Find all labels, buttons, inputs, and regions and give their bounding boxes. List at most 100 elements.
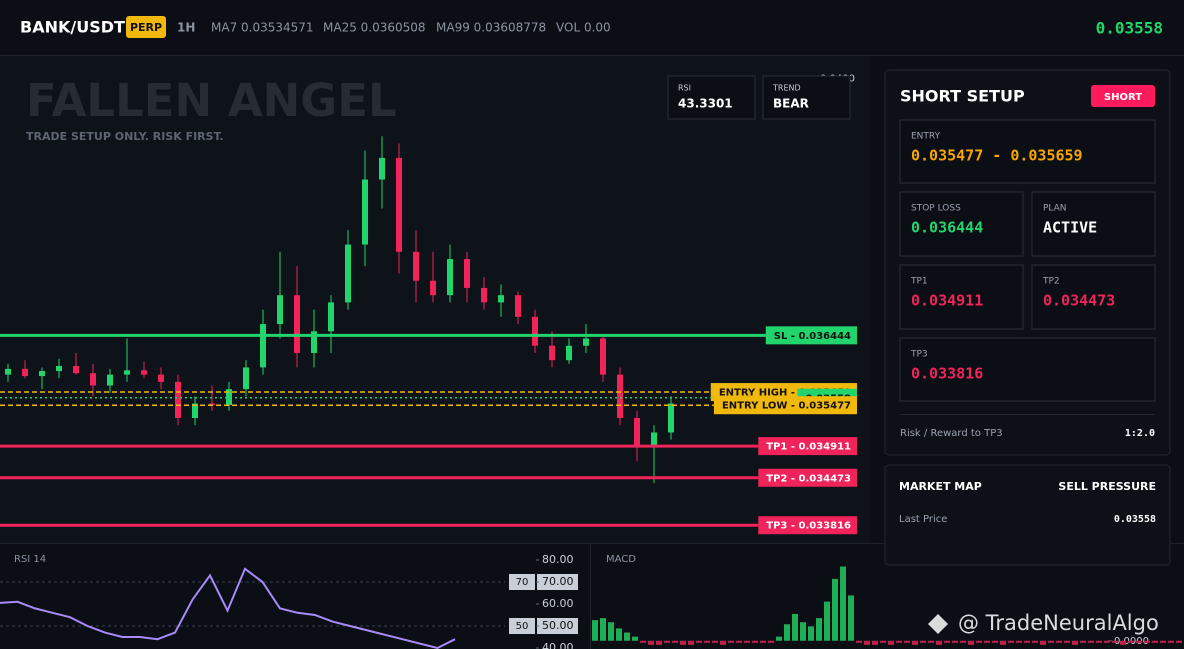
candle-body bbox=[430, 280, 436, 296]
macd-bar bbox=[664, 640, 670, 643]
setup-item bbox=[899, 119, 1156, 184]
timeframe: 1H bbox=[177, 21, 195, 35]
macd-bar bbox=[1088, 640, 1094, 643]
macd-bar bbox=[704, 640, 710, 643]
macd-bar bbox=[1160, 640, 1166, 643]
chart-subtitle: TRADE SETUP ONLY. RISK FIRST. bbox=[26, 130, 224, 143]
watermark-icon bbox=[928, 614, 948, 634]
stat: MA99 0.03608778 bbox=[436, 21, 546, 35]
rr-value: 1:2.0 bbox=[1125, 428, 1155, 439]
rsi-line bbox=[0, 567, 456, 649]
info-value: BEAR bbox=[773, 97, 809, 111]
macd-bar bbox=[984, 640, 990, 643]
candle-body bbox=[158, 374, 164, 382]
panel-badge: SHORT bbox=[1104, 92, 1142, 103]
watermark: @ TradeNeuralAlgo bbox=[958, 611, 1159, 635]
market-map-card bbox=[884, 464, 1171, 566]
level-tag bbox=[758, 516, 857, 535]
macd-bar bbox=[608, 622, 614, 641]
setup-item bbox=[899, 191, 1024, 257]
macd-bar bbox=[640, 640, 646, 643]
item-value: 0.034473 bbox=[1043, 292, 1115, 310]
macd-bar bbox=[952, 640, 958, 643]
macd-bar bbox=[824, 601, 830, 641]
tick-tag bbox=[537, 618, 578, 634]
macd-bar bbox=[944, 640, 950, 643]
item-label: PLAN bbox=[1043, 204, 1067, 214]
candle-body bbox=[464, 259, 470, 288]
macd-bar bbox=[1096, 640, 1102, 643]
macd-bar bbox=[832, 578, 838, 641]
macd-bar bbox=[920, 640, 926, 643]
macd-bar bbox=[848, 595, 854, 641]
reference-label: 50 bbox=[516, 621, 529, 632]
candle-body bbox=[175, 381, 181, 418]
macd-bar bbox=[688, 640, 694, 645]
macd-bar bbox=[1064, 640, 1070, 643]
y-tick-label: 70.00 bbox=[542, 575, 574, 588]
candle-body bbox=[362, 179, 368, 245]
item-value: 0.035477 - 0.035659 bbox=[911, 147, 1083, 165]
reference-tag bbox=[509, 618, 535, 634]
item-label: TP1 bbox=[910, 277, 928, 287]
macd-bar bbox=[1176, 640, 1182, 643]
item-value: 0.033816 bbox=[911, 365, 983, 383]
chart-watermark: FALLEN ANGEL bbox=[26, 74, 397, 127]
macd-bar bbox=[856, 640, 862, 643]
macd-bar bbox=[808, 626, 814, 641]
candle-body bbox=[345, 244, 351, 303]
macd-bar bbox=[968, 640, 974, 645]
market-map-title: MARKET MAP bbox=[899, 480, 982, 493]
macd-bar bbox=[1168, 640, 1174, 643]
candle-body bbox=[243, 367, 249, 390]
macd-bar bbox=[1008, 640, 1014, 643]
candle-body bbox=[22, 368, 28, 377]
row-value: 0.03558 bbox=[1114, 514, 1156, 525]
macd-bar bbox=[680, 640, 686, 645]
macd-bar bbox=[936, 640, 942, 645]
stat: MA7 0.03534571 bbox=[211, 21, 314, 35]
macd-bar bbox=[792, 613, 798, 641]
item-label: STOP LOSS bbox=[911, 204, 961, 214]
macd-bar bbox=[784, 624, 790, 641]
macd-bar bbox=[1120, 640, 1126, 645]
item-label: TP2 bbox=[1042, 277, 1060, 287]
macd-bar bbox=[768, 640, 774, 643]
level-tag bbox=[758, 437, 857, 456]
candle-body bbox=[5, 368, 11, 375]
macd-bar bbox=[648, 640, 654, 645]
macd-bar bbox=[840, 566, 846, 641]
level-label: ENTRY LOW - 0.035477 bbox=[722, 401, 851, 412]
macd-bar bbox=[1000, 640, 1006, 645]
macd-bar bbox=[864, 640, 870, 645]
macd-bar bbox=[760, 640, 766, 643]
reference-tag bbox=[509, 574, 535, 590]
macd-bar bbox=[672, 640, 678, 643]
macd-bar bbox=[992, 640, 998, 643]
macd-bar bbox=[728, 640, 734, 643]
info-value: 43.3301 bbox=[678, 97, 733, 111]
candle-body bbox=[600, 338, 606, 375]
level-label: TP3 - 0.033816 bbox=[766, 521, 851, 532]
level-tag bbox=[765, 326, 857, 345]
setup-cards: ENTRY 0.035477 - 0.035659 STOP LOSS 0.03644… bbox=[899, 119, 1156, 402]
macd-bar bbox=[624, 632, 630, 641]
candle-body bbox=[294, 295, 300, 353]
macd-bar bbox=[888, 640, 894, 645]
macd-bar bbox=[904, 640, 910, 643]
y-tick-label: 50.00 bbox=[542, 619, 574, 632]
y-tick-label: 60.00 bbox=[542, 597, 574, 610]
last-price: 0.03558 bbox=[1096, 19, 1163, 38]
setup-item bbox=[1031, 191, 1156, 257]
macd-bar bbox=[752, 640, 758, 643]
level-label: SL - 0.036444 bbox=[774, 331, 851, 342]
level-tag bbox=[758, 468, 857, 487]
macd-bar bbox=[928, 640, 934, 643]
macd-bar bbox=[1152, 640, 1158, 643]
info-label: TREND bbox=[772, 84, 801, 93]
macd-bar bbox=[616, 628, 622, 641]
macd-bar bbox=[1072, 640, 1078, 645]
candle-body bbox=[39, 371, 45, 377]
candle-body bbox=[396, 157, 402, 252]
